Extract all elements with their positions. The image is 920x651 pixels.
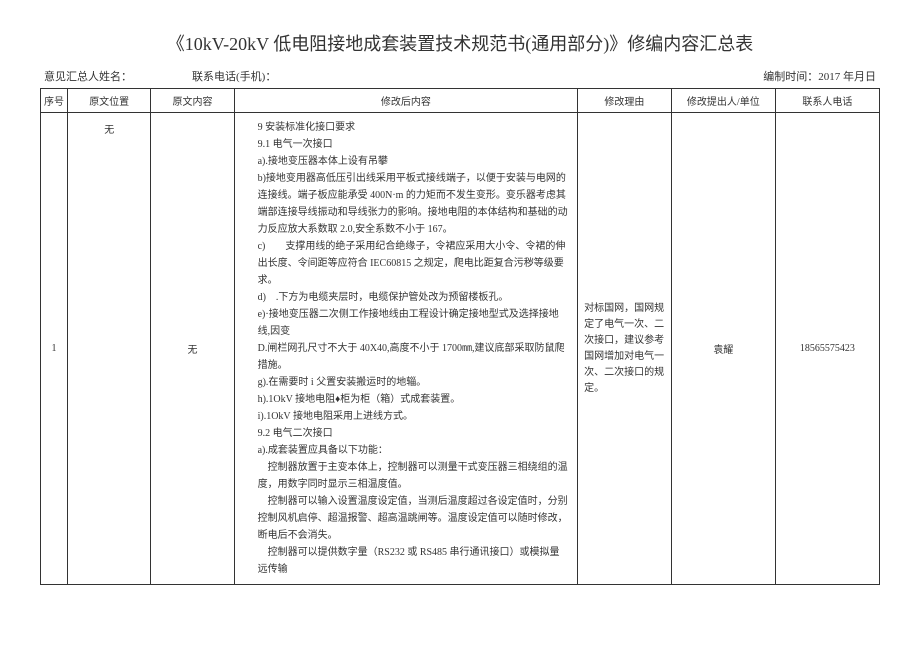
mod-line: 9.2 电气二次接口 [243, 425, 570, 442]
mod-line: a).接地变压器本体上设有吊攀 [243, 153, 570, 170]
cell-seq: 1 [41, 113, 68, 585]
mod-line: c) 支撑用线的绝子采用纪合绝缘子，令裙应采用大小令、令裙的伸出长度、令间距等应… [243, 238, 570, 289]
mod-line: 控制器可以提供数字量（RS232 或 RS485 串行通讯接口）或模拟量远传输 [243, 544, 570, 578]
cell-reason: 对标国网，国网规定了电气一次、二次接口，建议参考国网增加对电气一次、二次接口的规… [578, 113, 672, 585]
summary-table: 序号 原文位置 原文内容 修改后内容 修改理由 修改提出人/单位 联系人电话 1… [40, 88, 880, 585]
cell-who: 袁耀 [671, 113, 775, 585]
th-seq: 序号 [41, 89, 68, 113]
meta-phone-label: 联系电话(手机)： [192, 71, 276, 83]
meta-name-label: 意见汇总人姓名： [44, 71, 132, 83]
th-who: 修改提出人/单位 [671, 89, 775, 113]
mod-line: 9 安装标准化接口要求 [243, 119, 570, 136]
meta-row: 意见汇总人姓名： 联系电话(手机)： 编制时间：2017 年月日 [40, 68, 880, 84]
mod-line: b)接地变用器高低压引出线采用平板式接线端子，以便于安装与电网的连接线。端子板应… [243, 170, 570, 238]
cell-orig: 无 [151, 113, 234, 585]
cell-phone: 18565575423 [775, 113, 879, 585]
mod-line: g).在需要时 i 父置安装搬运时的地辎。 [243, 374, 570, 391]
th-pos: 原文位置 [68, 89, 151, 113]
meta-date-label: 编制时间： [763, 71, 818, 83]
mod-line: d) .下方为电缆夹层时，电缆保护管处改为预留楼板孔。 [243, 289, 570, 306]
th-orig: 原文内容 [151, 89, 234, 113]
mod-line: D.闸栏网孔尺寸不大于 40X40,高度不小于 1700㎜,建议底部采取防鼠爬措… [243, 340, 570, 374]
meta-date-value: 2017 年月日 [818, 71, 876, 83]
table-row: 1 无 无 9 安装标准化接口要求9.1 电气一次接口a).接地变压器本体上设有… [41, 113, 880, 585]
cell-pos: 无 [68, 113, 151, 585]
mod-line: 控制器可以输入设置温度设定值，当测后温度超过各设定值时，分别控制风机启停、超温报… [243, 493, 570, 544]
th-reason: 修改理由 [578, 89, 672, 113]
mod-line: 9.1 电气一次接口 [243, 136, 570, 153]
th-mod: 修改后内容 [234, 89, 578, 113]
mod-line: a).成套装置应具备以下功能： [243, 442, 570, 459]
table-header-row: 序号 原文位置 原文内容 修改后内容 修改理由 修改提出人/单位 联系人电话 [41, 89, 880, 113]
th-phone: 联系人电话 [775, 89, 879, 113]
page-title: 《10kV-20kV 低电阻接地成套装置技术规范书(通用部分)》修编内容汇总表 [40, 30, 880, 56]
cell-mod: 9 安装标准化接口要求9.1 电气一次接口a).接地变压器本体上设有吊攀b)接地… [234, 113, 578, 585]
mod-line: h).1OkV 接地电阻♦柜为柜（箱）式成套装置。 [243, 391, 570, 408]
mod-line: 控制器放置于主变本体上，控制器可以测量干式变压器三相绕组的温度，用数字同时显示三… [243, 459, 570, 493]
mod-line: e)·接地变压器二次侧工作接地线由工程设计确定接地型式及选择接地线,因变 [243, 306, 570, 340]
mod-line: i).1OkV 接地电阻采用上进线方式。 [243, 408, 570, 425]
